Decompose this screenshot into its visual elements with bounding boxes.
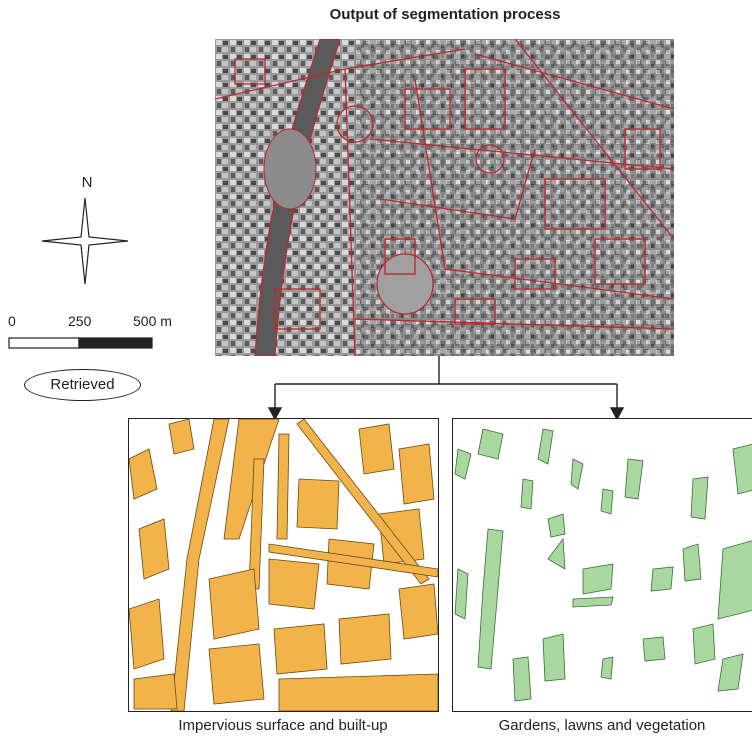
scale-bar bbox=[8, 337, 153, 349]
north-arrow-icon bbox=[41, 197, 129, 285]
vegetation-panel bbox=[452, 418, 752, 712]
impervious-caption: Impervious surface and built-up bbox=[178, 717, 388, 734]
north-label: N bbox=[81, 174, 93, 191]
vegetation-map bbox=[454, 428, 752, 702]
scale-label-0: 0 bbox=[8, 313, 16, 329]
impervious-map bbox=[129, 419, 438, 711]
vegetation-caption: Gardens, lawns and vegetation bbox=[498, 717, 706, 734]
segmentation-image bbox=[215, 39, 674, 356]
retrieved-label: Retrieved bbox=[24, 369, 141, 401]
scale-label-250: 250 bbox=[68, 313, 92, 329]
impervious-panel bbox=[128, 418, 439, 712]
scale-label-500: 500 m bbox=[133, 313, 172, 329]
split-arrows bbox=[267, 356, 625, 420]
segmentation-image-graphic bbox=[215, 39, 674, 356]
figure-title: Output of segmentation process bbox=[329, 6, 561, 23]
